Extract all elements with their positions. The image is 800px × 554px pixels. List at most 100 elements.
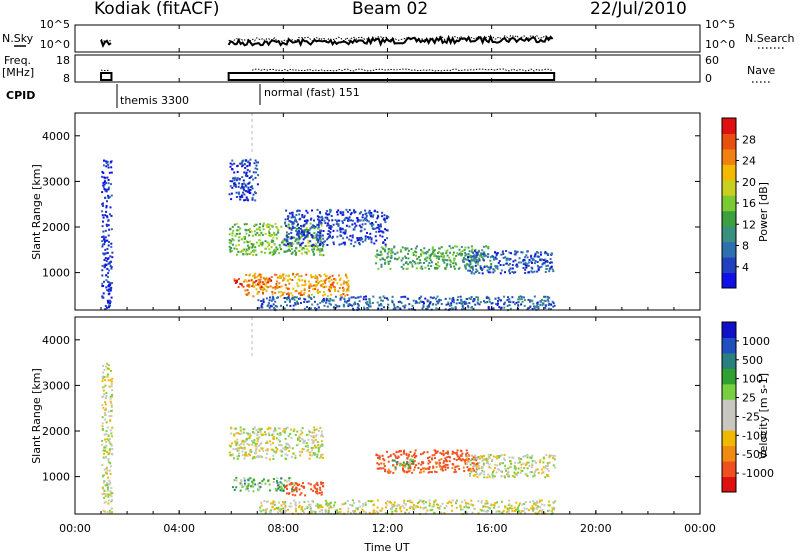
heat-cell — [511, 296, 514, 299]
heat-cell — [427, 457, 429, 460]
heat-cell — [235, 191, 238, 194]
heat-cell — [346, 217, 349, 220]
heat-cell — [318, 457, 321, 460]
heat-cell — [460, 298, 463, 301]
heat-cell — [285, 448, 288, 451]
heat-cell — [423, 258, 426, 261]
heat-cell — [250, 230, 253, 233]
heat-cell — [422, 500, 425, 503]
heat-cell — [300, 231, 303, 234]
freq-trace — [227, 72, 556, 81]
heat-cell — [275, 225, 278, 228]
heat-cell — [280, 482, 283, 485]
heat-cell — [404, 255, 407, 258]
heat-cell — [101, 464, 104, 466]
heat-cell — [300, 245, 302, 248]
heat-cell — [481, 272, 484, 275]
heat-cell — [271, 292, 274, 295]
heat-cell — [304, 508, 307, 511]
heat-cell — [326, 295, 329, 297]
heat-cell — [411, 304, 414, 307]
heat-cell — [488, 456, 491, 459]
heat-cell — [299, 433, 302, 436]
heat-cell — [107, 163, 110, 166]
power-colorbar-swatch — [722, 257, 736, 274]
heat-cell — [434, 499, 437, 502]
heat-cell — [503, 306, 506, 309]
heat-cell — [252, 490, 255, 493]
heat-cell — [530, 507, 533, 510]
power-colorbar-tick-label: 8 — [742, 240, 749, 253]
heat-cell — [245, 223, 248, 226]
heat-cell — [248, 192, 251, 194]
heat-cell — [511, 510, 514, 513]
heat-cell — [282, 239, 285, 242]
heat-cell — [280, 285, 283, 288]
heat-cell — [111, 435, 114, 438]
heat-cell — [415, 254, 417, 257]
heat-cell — [546, 468, 549, 470]
heat-cell — [377, 253, 379, 256]
heat-cell — [391, 510, 394, 513]
heat-cell — [467, 253, 470, 255]
heat-cell — [439, 451, 442, 454]
heat-cell — [464, 511, 467, 514]
heat-cell — [245, 185, 248, 188]
heat-cell — [322, 435, 325, 438]
heat-cell — [321, 433, 324, 436]
heat-cell — [364, 239, 367, 242]
heat-cell — [434, 452, 437, 454]
heat-cell — [405, 261, 408, 264]
heat-cell — [483, 265, 486, 267]
heat-cell — [445, 463, 447, 466]
heat-cell — [272, 296, 275, 299]
heat-cell — [278, 434, 281, 437]
velocity-colorbar-swatch — [722, 414, 736, 431]
heat-cell — [461, 250, 464, 253]
heat-cell — [468, 260, 471, 262]
heat-cell — [231, 453, 234, 456]
heat-cell — [297, 242, 300, 245]
heat-cell — [286, 446, 289, 449]
power-colorbar-swatch — [722, 241, 736, 258]
heat-cell — [308, 429, 310, 432]
heat-cell — [508, 499, 511, 502]
heat-cell — [377, 467, 380, 470]
heat-cell — [264, 240, 267, 243]
heat-cell — [339, 227, 342, 229]
heat-cell — [307, 241, 310, 244]
heat-cell — [473, 508, 476, 510]
heat-cell — [369, 222, 372, 225]
heat-cell — [247, 484, 250, 487]
heat-cell — [386, 297, 388, 300]
heat-cell — [429, 502, 431, 505]
heat-cell — [244, 454, 247, 457]
heat-cell — [350, 239, 353, 242]
heat-cell — [237, 239, 240, 242]
heat-cell — [315, 446, 318, 449]
heat-cell — [107, 499, 110, 502]
heat-cell — [288, 245, 291, 248]
heat-cell — [404, 465, 407, 468]
heat-cell — [234, 183, 237, 186]
heat-cell — [549, 258, 552, 261]
heat-cell — [309, 307, 312, 310]
heat-cell — [102, 456, 105, 459]
heat-cell — [237, 243, 240, 246]
heat-cell — [550, 261, 553, 264]
heat-cell — [526, 456, 529, 459]
heat-cell — [108, 241, 110, 243]
heat-cell — [533, 270, 536, 273]
heat-cell — [503, 454, 506, 456]
heat-cell — [332, 281, 335, 284]
heat-cell — [467, 269, 470, 272]
heat-cell — [466, 506, 469, 509]
heat-cell — [429, 509, 432, 512]
heat-cell — [470, 245, 473, 248]
heat-cell — [323, 293, 326, 296]
heat-cell — [105, 456, 108, 458]
heat-cell — [394, 257, 396, 260]
heat-cell — [295, 246, 298, 249]
heat-cell — [399, 450, 402, 453]
heat-cell — [108, 441, 111, 444]
